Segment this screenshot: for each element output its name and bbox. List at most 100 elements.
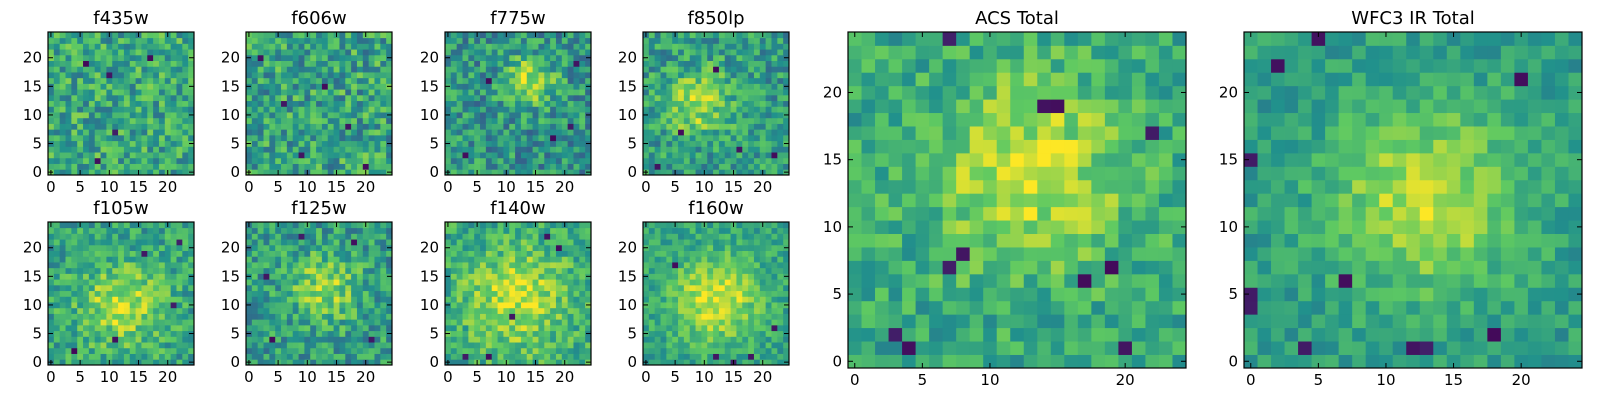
heatmap-cell (456, 279, 463, 286)
heatmap-cell (356, 256, 364, 263)
heatmap-cell (188, 123, 195, 130)
heatmap-cell (783, 279, 790, 286)
heatmap-cell (269, 284, 276, 292)
heatmap-cell (83, 163, 90, 170)
heatmap-cell (158, 330, 166, 337)
heatmap-cell (736, 313, 743, 320)
heatmap-cell (666, 112, 673, 119)
heatmap-cell (503, 152, 510, 159)
heatmap-cell (188, 290, 195, 297)
heatmap-cell (509, 89, 516, 96)
heatmap-cell (666, 32, 673, 39)
heatmap-cell (48, 239, 55, 246)
heatmap-cell (585, 267, 592, 274)
heatmap-cell (538, 66, 545, 73)
heatmap-cell (356, 227, 364, 234)
heatmap-cell (724, 94, 731, 102)
heatmap-cell (88, 169, 96, 176)
heatmap-cell (153, 117, 160, 124)
heatmap-cell (176, 66, 183, 73)
heatmap-cell (666, 66, 673, 73)
heatmap-cell (683, 359, 691, 366)
heatmap-cell (71, 66, 78, 73)
heatmap-cell (71, 296, 78, 303)
heatmap-cell (368, 157, 375, 164)
heatmap-cell (724, 313, 731, 320)
heatmap-cell (480, 100, 487, 107)
heatmap-cell (88, 359, 96, 366)
heatmap-cell (532, 140, 539, 147)
heatmap-cell (246, 267, 253, 274)
heatmap-cell (520, 100, 528, 107)
heatmap-cell (118, 140, 125, 147)
heatmap-cell (491, 157, 498, 164)
heatmap-cell (374, 77, 381, 84)
heatmap-cell (678, 140, 685, 147)
heatmap-cell (380, 106, 387, 113)
heatmap-cell (474, 233, 481, 240)
heatmap-cell (316, 169, 323, 176)
heatmap-cell (509, 117, 516, 124)
heatmap-cell (445, 347, 452, 354)
heatmap-cell (88, 43, 96, 50)
heatmap-cell (246, 157, 253, 164)
heatmap-cell (316, 342, 323, 349)
heatmap-cell (573, 313, 580, 320)
heatmap-cell (281, 353, 288, 360)
heatmap-cell (77, 106, 84, 113)
heatmap-cell (327, 313, 334, 320)
heatmap-cell (648, 129, 656, 136)
heatmap-cell (118, 106, 125, 113)
heatmap-cell (648, 284, 656, 292)
heatmap-cell (65, 307, 72, 314)
heatmap-cell (683, 163, 691, 170)
heatmap-cell (380, 227, 387, 234)
heatmap-cell (724, 169, 731, 176)
heatmap-cell (246, 279, 253, 286)
heatmap-cell (286, 336, 294, 343)
heatmap-cell (316, 32, 323, 39)
heatmap-cell (170, 134, 177, 142)
heatmap-cell (759, 94, 767, 102)
heatmap-cell (585, 279, 592, 286)
heatmap-cell (689, 353, 696, 360)
heatmap-cell (281, 117, 288, 124)
heatmap-cell (718, 319, 726, 326)
heatmap-cell (672, 37, 679, 44)
heatmap-cell (678, 72, 685, 79)
heatmap-cell (176, 106, 183, 113)
heatmap-cell (135, 353, 142, 360)
heatmap-cell (532, 353, 539, 360)
heatmap-cell (88, 54, 96, 61)
heatmap-cell (106, 227, 113, 234)
heatmap-cell (106, 54, 113, 61)
heatmap-cell (158, 100, 166, 107)
heatmap-cell (509, 140, 516, 147)
heatmap-cell (585, 347, 592, 354)
heatmap-cell (170, 32, 177, 39)
heatmap-cell (251, 32, 259, 39)
heatmap-cell (678, 146, 685, 153)
heatmap-cell (544, 273, 551, 280)
heatmap-cell (112, 157, 119, 164)
heatmap-cell (182, 284, 189, 292)
heatmap-cell (170, 359, 177, 366)
heatmap-cell (123, 112, 131, 119)
heatmap-cell (141, 49, 148, 56)
heatmap-cell (269, 117, 276, 124)
heatmap-cell (713, 169, 720, 176)
heatmap-cell (83, 54, 90, 61)
heatmap-cell (509, 152, 516, 159)
heatmap-cell (666, 313, 673, 320)
heatmap-cell (713, 319, 720, 326)
heatmap-cell (753, 353, 761, 360)
heatmap-cell (678, 302, 685, 309)
heatmap-cell (53, 163, 61, 170)
heatmap-cell (362, 60, 370, 67)
heatmap-cell (480, 94, 487, 102)
heatmap-cell (298, 77, 305, 84)
heatmap-cell (485, 296, 493, 303)
heatmap-cell (474, 239, 481, 246)
heatmap-cell (71, 222, 78, 229)
heatmap-cell (88, 66, 96, 73)
